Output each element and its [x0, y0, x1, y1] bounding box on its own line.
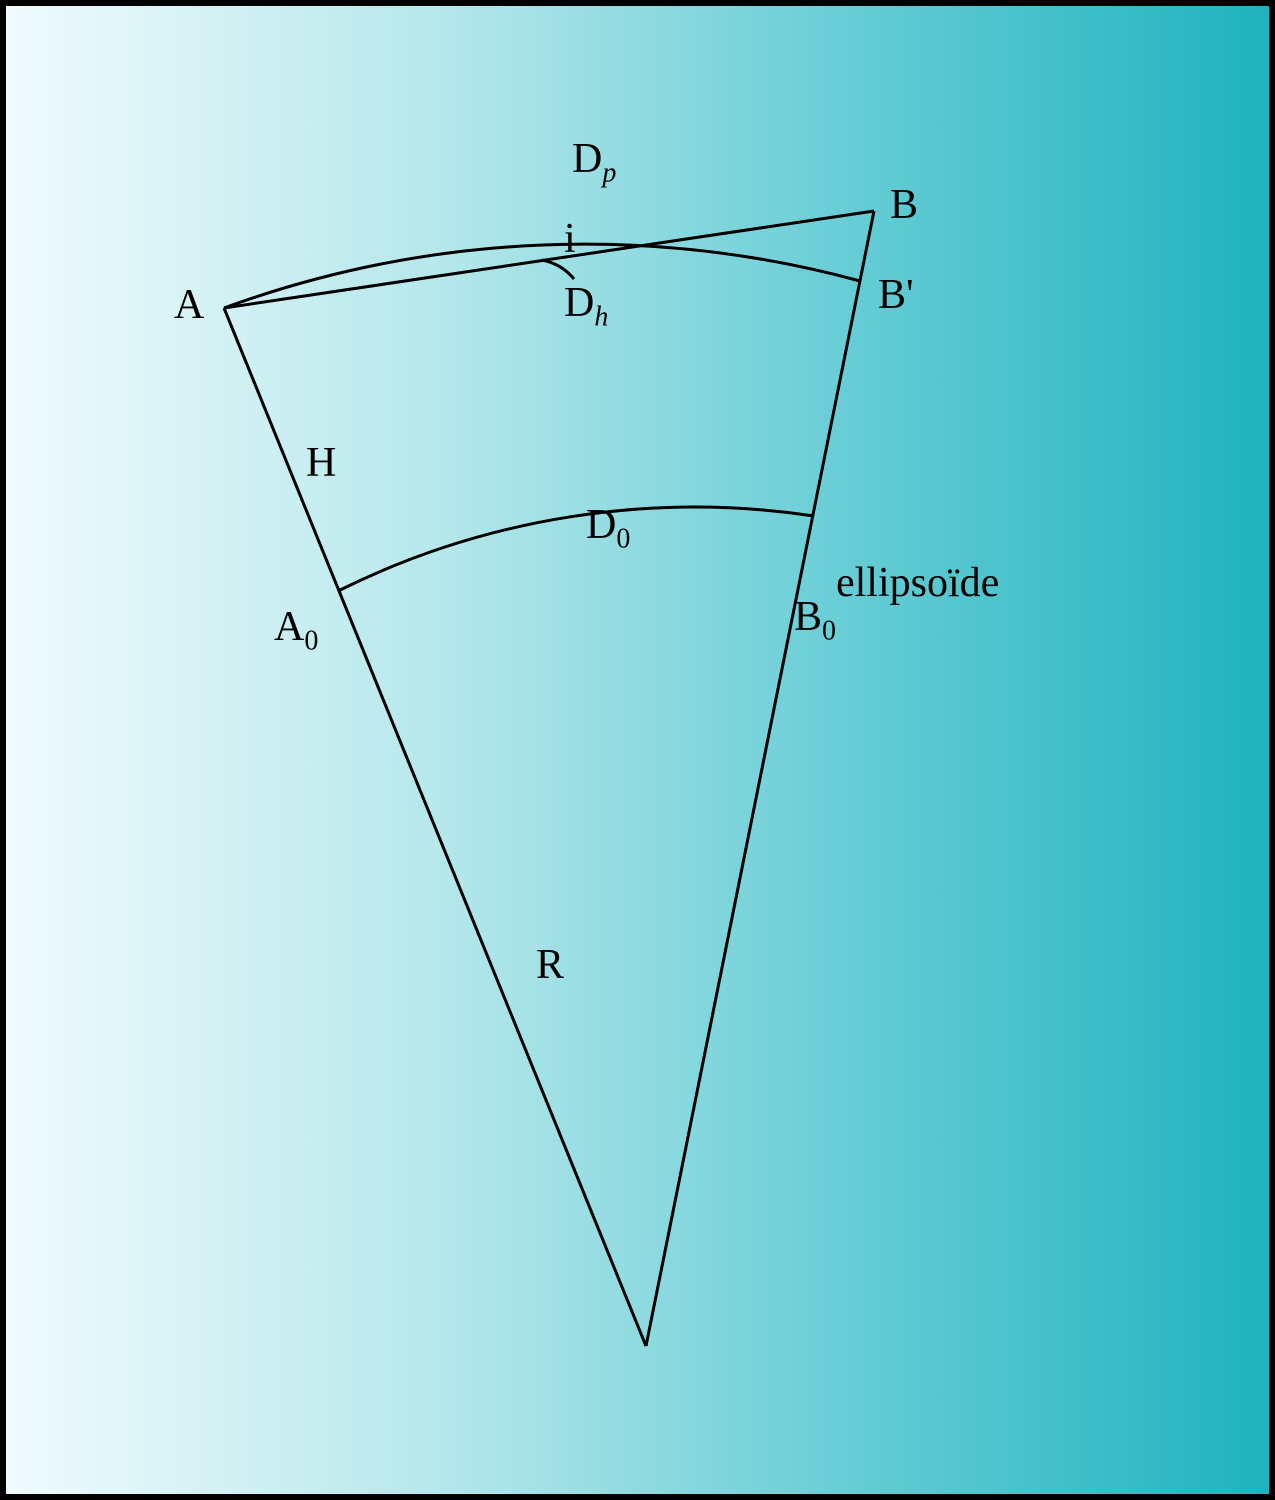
label-Dh: Dh: [564, 282, 608, 331]
label-H: H: [306, 442, 336, 484]
label-ellipsoide: ellipsoïde: [836, 562, 999, 604]
label-Dp: Dp: [572, 138, 616, 187]
label-Bp: B': [878, 274, 914, 316]
label-D0: D0: [586, 504, 630, 553]
angle-i: [542, 260, 574, 279]
line-apex-A: [224, 308, 646, 1346]
label-A: A: [174, 284, 204, 326]
label-B0: B0: [794, 596, 836, 645]
arc-A0-B0: [338, 507, 814, 591]
diagram-frame: A B B' A0 B0 Dp Dh D0 H R i ellipsoïde: [0, 0, 1275, 1500]
label-i: i: [564, 218, 576, 260]
label-B: B: [890, 184, 918, 226]
line-A-B: [224, 211, 874, 308]
label-R: R: [536, 944, 564, 986]
geometry-diagram: [6, 6, 1269, 1494]
label-A0: A0: [274, 606, 318, 655]
line-apex-B: [646, 211, 874, 1346]
arc-A-Bp: [224, 244, 860, 308]
